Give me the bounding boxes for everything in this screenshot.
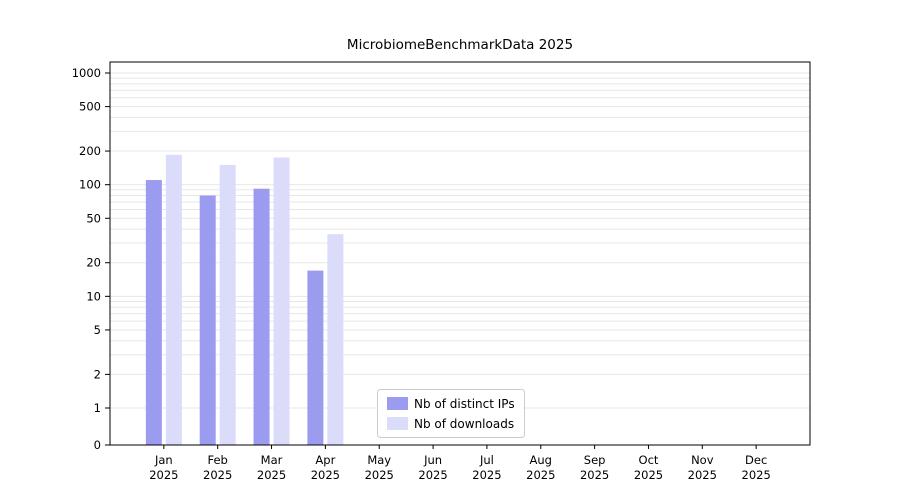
x-tick-label-year: 2025 [257,468,286,482]
x-tick-label-month: Apr [315,453,335,467]
y-tick-label: 5 [94,323,101,337]
x-tick-label-year: 2025 [634,468,663,482]
legend: Nb of distinct IPs Nb of downloads [377,389,525,438]
x-tick-label-month: Dec [745,453,767,467]
legend-label-distinct-ips: Nb of distinct IPs [414,397,515,411]
y-tick-label: 20 [86,256,101,270]
x-tick-label-year: 2025 [742,468,771,482]
x-tick-label-month: Nov [691,453,714,467]
x-tick-label-month: Oct [639,453,659,467]
bar-nb-of-downloads-mar [273,157,290,446]
bars-group [145,154,344,446]
x-tick-label-year: 2025 [526,468,555,482]
x-tick-label-month: Jun [423,453,442,467]
bar-nb-of-distinct-ips-jan [145,180,162,445]
x-tick-label-year: 2025 [688,468,717,482]
y-tick-label: 0 [94,438,101,452]
y-tick-label: 1 [94,401,101,415]
x-tick-label-year: 2025 [311,468,340,482]
legend-swatch-distinct-ips [387,397,408,410]
y-tick-label: 2 [94,367,101,381]
y-tick-label: 500 [79,100,101,114]
axis-ticks: 01251020501002005001000Jan2025Feb2025Mar… [72,66,771,482]
y-tick-label: 50 [86,211,101,225]
x-tick-label-month: Jul [479,453,494,467]
x-tick-label-year: 2025 [418,468,447,482]
x-tick-label-year: 2025 [149,468,178,482]
bar-nb-of-distinct-ips-feb [199,195,216,445]
bar-nb-of-distinct-ips-mar [253,188,270,445]
legend-swatch-downloads [387,417,408,430]
y-tick-label: 100 [79,178,101,192]
y-tick-label: 200 [79,144,101,158]
chart-title: MicrobiomeBenchmarkData 2025 [347,37,573,53]
legend-box [377,389,525,438]
legend-label-downloads: Nb of downloads [414,417,514,431]
bar-nb-of-distinct-ips-apr [307,270,324,445]
plot-border [109,61,811,446]
x-tick-label-month: Aug [530,453,552,467]
x-tick-label-month: Jan [154,453,173,467]
x-tick-label-year: 2025 [580,468,609,482]
x-tick-label-month: Sep [584,453,606,467]
y-tick-label: 1000 [72,66,101,80]
y-tick-label: 10 [86,289,101,303]
x-tick-label-month: Feb [208,453,228,467]
x-tick-label-month: Mar [261,453,283,467]
x-tick-label-year: 2025 [365,468,394,482]
x-tick-label-year: 2025 [203,468,232,482]
x-tick-label-year: 2025 [472,468,501,482]
bar-nb-of-downloads-apr [327,234,344,445]
bar-nb-of-downloads-jan [165,154,182,445]
bar-nb-of-downloads-feb [219,165,236,445]
x-tick-label-month: May [367,453,391,467]
